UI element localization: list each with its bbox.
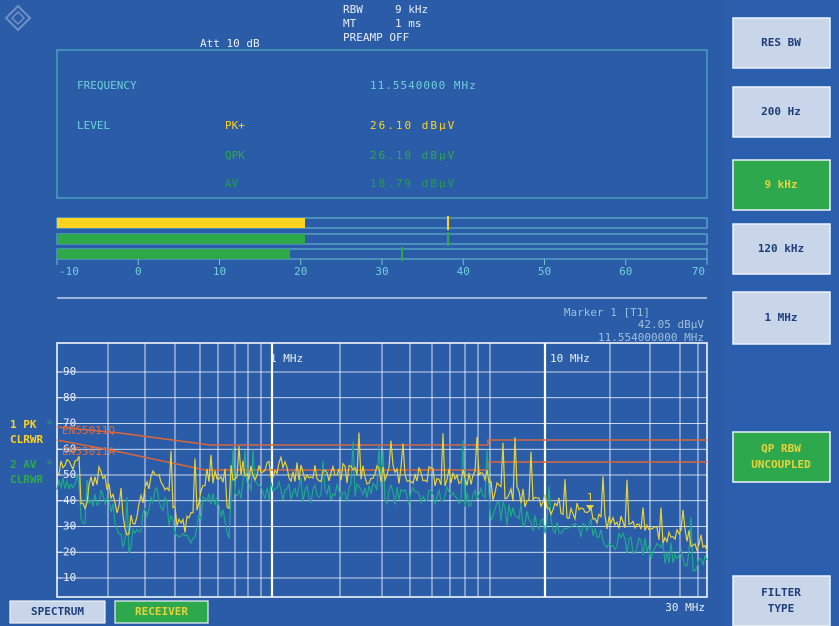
trace-flag: * <box>46 418 53 431</box>
detector: AV <box>225 177 239 190</box>
scale-label: 30 <box>375 265 388 278</box>
softkey-label: 9 kHz <box>764 178 797 191</box>
bar-peak <box>447 232 449 246</box>
level-value: 18.79 dBµV <box>370 177 456 190</box>
level-label: LEVEL <box>77 119 110 132</box>
readout-box <box>56 49 708 199</box>
marker-title: Marker 1 [T1] <box>564 306 650 319</box>
tab-label: SPECTRUM <box>31 605 84 618</box>
marker-level: 42.05 dBµV <box>638 318 705 331</box>
tab-label: RECEIVER <box>135 605 188 618</box>
limit-lines <box>56 426 707 471</box>
level-bars <box>56 216 708 261</box>
softkey-label: TYPE <box>768 602 795 615</box>
tab <box>114 600 209 624</box>
softkey-label: 120 kHz <box>758 242 804 255</box>
scale-label: 0 <box>135 265 142 278</box>
softkey <box>732 159 831 211</box>
stop-freq: 30 MHz <box>665 601 705 614</box>
softkey-label: 1 MHz <box>764 311 797 324</box>
frequency-value: 11.5540000 MHz <box>370 79 477 92</box>
bar-peak <box>447 216 449 230</box>
y-label: 60 <box>63 442 76 455</box>
softkey-label: FILTER <box>761 586 801 599</box>
y-label: 30 <box>63 520 76 533</box>
marker-frequency: 11.554000000 MHz <box>598 331 704 344</box>
marker-number: 1 <box>587 491 594 504</box>
y-label: 40 <box>63 494 76 507</box>
scale-label: 20 <box>294 265 307 278</box>
scale-label: 70 <box>692 265 705 278</box>
mt-label: MT <box>343 17 357 30</box>
trace-pk <box>56 432 708 553</box>
scale-label: -10 <box>59 265 79 278</box>
softkey <box>732 86 831 138</box>
y-label: 10 <box>63 571 76 584</box>
bar-fill <box>57 234 305 244</box>
freq-label: 10 MHz <box>550 352 590 365</box>
trace-name: 1 PK <box>10 418 37 431</box>
detector: PK+ <box>225 119 245 132</box>
scale-label: 50 <box>538 265 551 278</box>
limit-line-q <box>56 426 707 446</box>
softkey-label: QP RBW <box>761 442 801 455</box>
frequency-label: FREQUENCY <box>77 79 137 92</box>
mt-value: 1 ms <box>395 17 422 30</box>
limit-line-a <box>56 439 707 471</box>
trace-mode: CLRWR <box>10 433 43 446</box>
trace-mode: CLRWR <box>10 473 43 486</box>
softkey <box>732 17 831 69</box>
attenuation: Att 10 dB <box>200 37 260 50</box>
level-value: 26.10 dBµV <box>370 149 456 162</box>
scale-label: 40 <box>457 265 470 278</box>
softkey-label: RES BW <box>761 36 801 49</box>
level-value: 26.10 dBµV <box>370 119 456 132</box>
marker-symbol <box>586 505 594 511</box>
softkey <box>732 223 831 275</box>
rbw-value: 9 kHz <box>395 3 428 16</box>
bar-peak <box>401 247 403 261</box>
tab <box>9 600 106 624</box>
y-label: 80 <box>63 391 76 404</box>
bar-fill <box>57 218 305 228</box>
limit-label: EN55011Q <box>62 424 115 437</box>
logo <box>4 4 32 32</box>
trace-flag: * <box>46 458 53 471</box>
detector: QPK <box>225 149 245 162</box>
bar-fill <box>57 249 290 259</box>
scale-label: 60 <box>619 265 632 278</box>
softkey <box>732 291 831 345</box>
trace-av <box>56 439 708 572</box>
limit-label: EN55011A <box>62 445 115 458</box>
y-label: 90 <box>63 365 76 378</box>
preamp: PREAMP OFF <box>343 31 409 44</box>
scale-label: 10 <box>213 265 226 278</box>
softkey <box>732 575 831 626</box>
freq-label: 1 MHz <box>270 352 303 365</box>
softkey <box>732 431 831 483</box>
traces <box>56 432 708 572</box>
trace-name: 2 AV <box>10 458 37 471</box>
y-label: 50 <box>63 468 76 481</box>
rbw-label: RBW <box>343 3 363 16</box>
softkey-label: 200 Hz <box>761 105 801 118</box>
y-label: 70 <box>63 417 76 430</box>
y-label: 20 <box>63 545 76 558</box>
softkey-label: UNCOUPLED <box>751 458 811 471</box>
